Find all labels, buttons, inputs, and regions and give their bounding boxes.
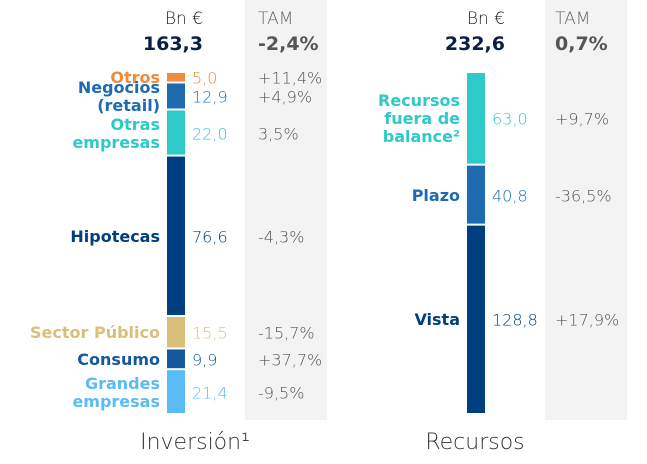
tam-label: -4,3% <box>258 227 305 247</box>
value-label: 22,0 <box>192 124 228 144</box>
value-header: Bn € <box>164 9 203 29</box>
total-tam: -2,4% <box>258 33 319 55</box>
tam-label: -15,7% <box>258 323 315 343</box>
value-label: 15,5 <box>192 323 228 343</box>
total: 232,6 <box>444 33 505 55</box>
tam-header: TAM <box>555 9 591 29</box>
category-label: Hipotecas <box>70 226 160 246</box>
value-header: Bn € <box>466 9 505 29</box>
tam-label: -36,5% <box>555 186 612 206</box>
category-label: Consumo <box>77 349 160 369</box>
bar-segment <box>467 73 485 164</box>
category-label: Vista <box>414 310 460 330</box>
bar-segment <box>167 73 185 82</box>
value-label: 21,4 <box>192 383 228 403</box>
value-label: 9,9 <box>192 350 218 370</box>
category-label: Grandes empresas <box>72 373 160 411</box>
chart-title: Inversión¹ <box>140 430 250 455</box>
chart-title: Recursos <box>425 430 525 455</box>
value-label: 76,6 <box>192 227 228 247</box>
tam-column <box>245 0 327 420</box>
value-label: 12,9 <box>192 87 228 107</box>
total: 163,3 <box>142 33 203 55</box>
value-label: 128,8 <box>492 310 538 330</box>
category-label: Plazo <box>411 185 460 205</box>
bar-segment <box>467 225 485 413</box>
bar-segment <box>467 165 485 224</box>
bar-segment <box>167 316 185 348</box>
tam-label: +11,4% <box>258 68 323 88</box>
tam-label: +9,7% <box>555 109 610 129</box>
tam-label: +17,9% <box>555 310 620 330</box>
tam-column <box>545 0 627 420</box>
bar-segment <box>167 156 185 315</box>
tam-label: +37,7% <box>258 350 323 370</box>
value-label: 63,0 <box>492 109 528 129</box>
bar-segment <box>167 349 185 369</box>
bar-segment <box>167 83 185 109</box>
value-label: 5,0 <box>192 68 218 88</box>
category-label: Recursos fuera de balance² <box>378 91 460 147</box>
tam-label: 3,5% <box>258 124 299 144</box>
tam-header: TAM <box>258 9 294 29</box>
category-label: Negocios (retail) <box>77 77 160 115</box>
value-label: 40,8 <box>492 186 528 206</box>
tam-label: -9,5% <box>258 383 305 403</box>
category-label: Sector Público <box>30 323 160 343</box>
tam-label: +4,9% <box>258 87 313 107</box>
total-tam: 0,7% <box>555 33 608 55</box>
category-label: Otras empresas <box>72 114 160 152</box>
category-label: Otros <box>110 68 160 88</box>
bar-segment <box>167 110 185 155</box>
bar-segment <box>167 370 185 413</box>
